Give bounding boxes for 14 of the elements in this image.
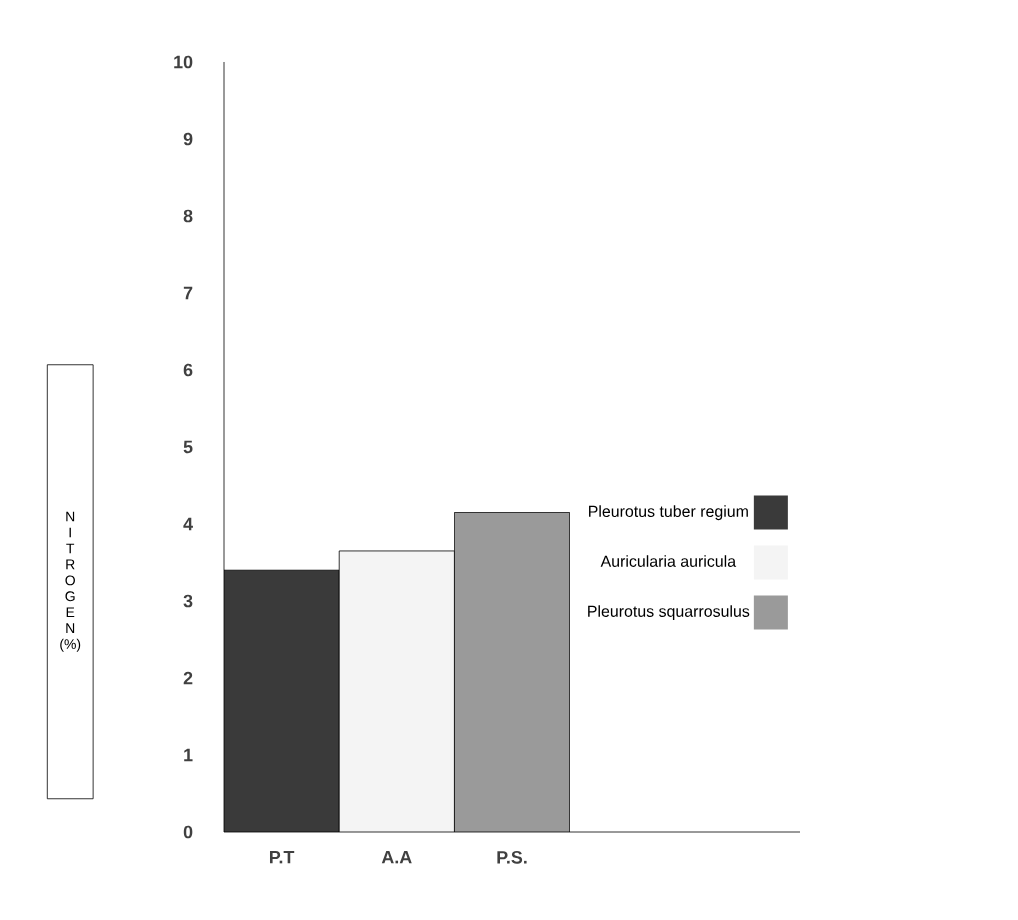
x-tick-label: P.T (270, 850, 295, 864)
x-tick-label: P.S. (497, 850, 527, 864)
y-tick-label: 7 (183, 286, 193, 300)
y-tick-label: 6 (183, 363, 193, 377)
y-tick-label: 5 (183, 440, 193, 454)
y-tick-label: 10 (174, 55, 193, 69)
y-tick-label: 8 (183, 209, 193, 223)
y-tick-label: 0 (183, 825, 193, 839)
y-tick-label: 1 (184, 748, 193, 762)
x-tick-label: A.A (381, 850, 412, 864)
y-tick-label: 9 (183, 132, 193, 146)
y-tick-label: 2 (183, 671, 193, 685)
y-tick-label: 3 (183, 594, 193, 608)
y-tick-label: 4 (183, 517, 193, 531)
